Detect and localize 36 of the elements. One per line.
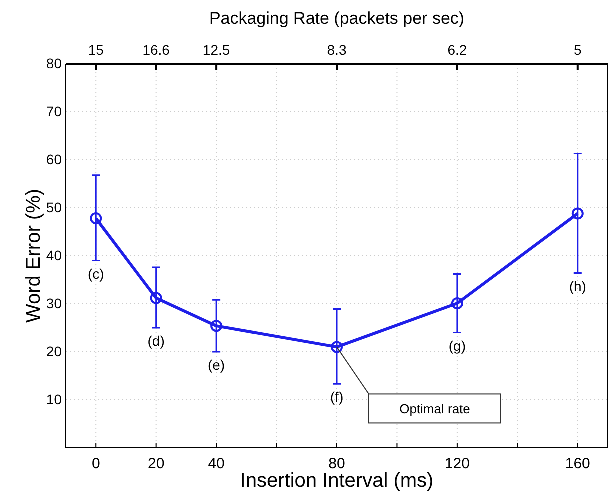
point [150,292,162,304]
text: 8.3 [327,42,347,58]
annotation: (d) [148,333,165,349]
y-tick-label: 80 [46,55,62,72]
y-tick-label: 40 [46,247,62,264]
text: 12.5 [202,42,230,58]
text: 5 [574,42,582,58]
y-tick-label: 10 [46,391,62,408]
y-tick-label: 70 [46,103,62,120]
x-tick-label: 160 [565,456,590,473]
point [331,341,343,354]
text: 16.6 [142,42,170,58]
x2-axis-title: Packaging Rate (packets per sec) [209,9,465,28]
x-tick-label: 20 [148,456,165,473]
x-tick-label: 80 [328,456,346,473]
y-tick-label: 20 [46,343,62,360]
y-tick-label: 30 [46,295,62,312]
point [451,298,464,310]
x-tick-label: 0 [92,456,100,473]
x-tick-label: 120 [444,456,470,473]
annotation: (f) [330,389,344,406]
annotation: (h) [569,278,586,294]
x-axis-title: Insertion Interval (ms) [240,470,434,492]
annotation: (e) [208,357,226,373]
y-axis-title: Word Error (%) [23,188,45,324]
x-tick-label: 40 [208,456,225,473]
text: 15 [88,42,104,58]
y-tick-label: 60 [46,151,62,168]
annotation: (c) [88,266,104,282]
point [572,208,584,220]
text: 6.2 [448,42,468,58]
annotation: (g) [448,338,466,354]
point [210,320,223,332]
annotation: Optimal rate [400,402,470,417]
point [90,212,102,225]
y-tick-label: 50 [46,199,62,216]
